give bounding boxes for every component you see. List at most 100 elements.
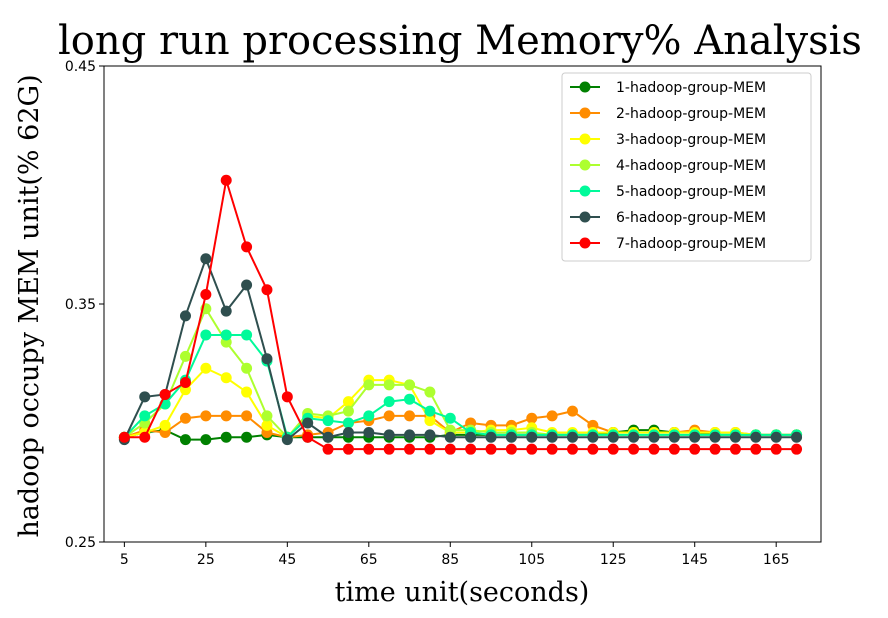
series-4-point (383, 379, 395, 391)
series-7-point (668, 443, 680, 455)
series-7-point (770, 443, 782, 455)
series-5-point (404, 393, 416, 405)
series-4-point (424, 386, 436, 398)
series-6-point (709, 431, 721, 443)
series-7-point (220, 174, 232, 186)
series-4-point (261, 410, 273, 422)
series-7-point (465, 443, 477, 455)
legend-swatch-marker (579, 211, 591, 223)
series-5-group (118, 329, 803, 443)
y-axis-title: hadoop occupy MEM unit(% 62G) (14, 74, 45, 537)
series-6-point (322, 431, 334, 443)
series-3-point (241, 386, 253, 398)
series-7-point (546, 443, 558, 455)
series-6-point (342, 427, 354, 439)
x-tick-label: 45 (278, 552, 296, 568)
series-6-point (526, 431, 538, 443)
series-7-point (526, 443, 538, 455)
series-6-point (220, 305, 232, 317)
series-7-point (444, 443, 456, 455)
series-3-point (424, 415, 436, 427)
series-2-point (546, 410, 558, 422)
series-6-group (118, 253, 803, 446)
series-1-point (179, 434, 191, 446)
series-5-point (444, 412, 456, 424)
series-6-point (648, 431, 660, 443)
series-3-point (200, 362, 212, 374)
series-6-point (791, 431, 803, 443)
chart-title: long run processing Memory% Analysis (58, 18, 862, 64)
series-3-point (342, 396, 354, 408)
series-3-point (220, 372, 232, 384)
series-7-point (302, 431, 314, 443)
series-7-group (118, 174, 803, 455)
series-7-point (607, 443, 619, 455)
x-tick-label: 85 (441, 552, 459, 568)
series-6-point (261, 353, 273, 365)
series-6-point (770, 431, 782, 443)
series-3-line (124, 367, 797, 439)
series-6-point (241, 279, 253, 291)
series-7-point (363, 443, 375, 455)
legend-label: 1-hadoop-group-MEM (616, 80, 766, 96)
legend-swatch-marker (579, 237, 591, 249)
series-7-point (587, 443, 599, 455)
series-6-point (383, 429, 395, 441)
legend-label: 6-hadoop-group-MEM (616, 210, 766, 226)
series-5-point (383, 396, 395, 408)
series-6-point (607, 431, 619, 443)
series-2-point (179, 412, 191, 424)
series-6-point (444, 431, 456, 443)
x-axis-title: time unit(seconds) (335, 577, 590, 608)
series-6-point (179, 310, 191, 322)
series-7-point (424, 443, 436, 455)
series-1-point (241, 431, 253, 443)
series-6-point (281, 434, 293, 446)
series-3-point (261, 419, 273, 431)
legend-swatch-marker (579, 107, 591, 119)
series-5-point (220, 329, 232, 341)
legend-label: 5-hadoop-group-MEM (616, 184, 766, 200)
series-2-point (404, 410, 416, 422)
y-tick-label: 0.45 (65, 59, 96, 75)
series-7-point (729, 443, 741, 455)
series-6-line (123, 257, 797, 441)
series-7-point (261, 284, 273, 296)
series-6-point (587, 431, 599, 443)
series-4-point (363, 379, 375, 391)
series-5-line (123, 333, 797, 439)
series-4-point (404, 379, 416, 391)
x-tick-label: 105 (518, 552, 545, 568)
series-5-point (342, 417, 354, 429)
series-7-point (118, 431, 130, 443)
x-tick-label: 165 (763, 552, 790, 568)
series-7-point (322, 443, 334, 455)
series-2-point (220, 410, 232, 422)
x-tick-label: 65 (360, 552, 378, 568)
series-7-point (404, 443, 416, 455)
series-7-point (750, 443, 762, 455)
legend-swatch-marker (579, 133, 591, 145)
legend-swatch-marker (579, 81, 591, 93)
series-6-point (750, 431, 762, 443)
series-7-point (689, 443, 701, 455)
series-7-point (566, 443, 578, 455)
series-7-point (383, 443, 395, 455)
series-7-point (342, 443, 354, 455)
series-7-point (505, 443, 517, 455)
series-6-point (729, 431, 741, 443)
legend-box (561, 72, 812, 262)
series-6-point (628, 431, 640, 443)
series-3-point (159, 419, 171, 431)
series-5-point (363, 410, 375, 422)
series-1-point (200, 434, 212, 446)
legend-label: 2-hadoop-group-MEM (616, 106, 766, 122)
series-2-point (241, 410, 253, 422)
legend-swatch-marker (579, 185, 591, 197)
series-6-point (485, 431, 497, 443)
series-4-point (179, 350, 191, 362)
series-7-point (709, 443, 721, 455)
series-4-group (118, 303, 803, 443)
series-7-point (139, 431, 151, 443)
